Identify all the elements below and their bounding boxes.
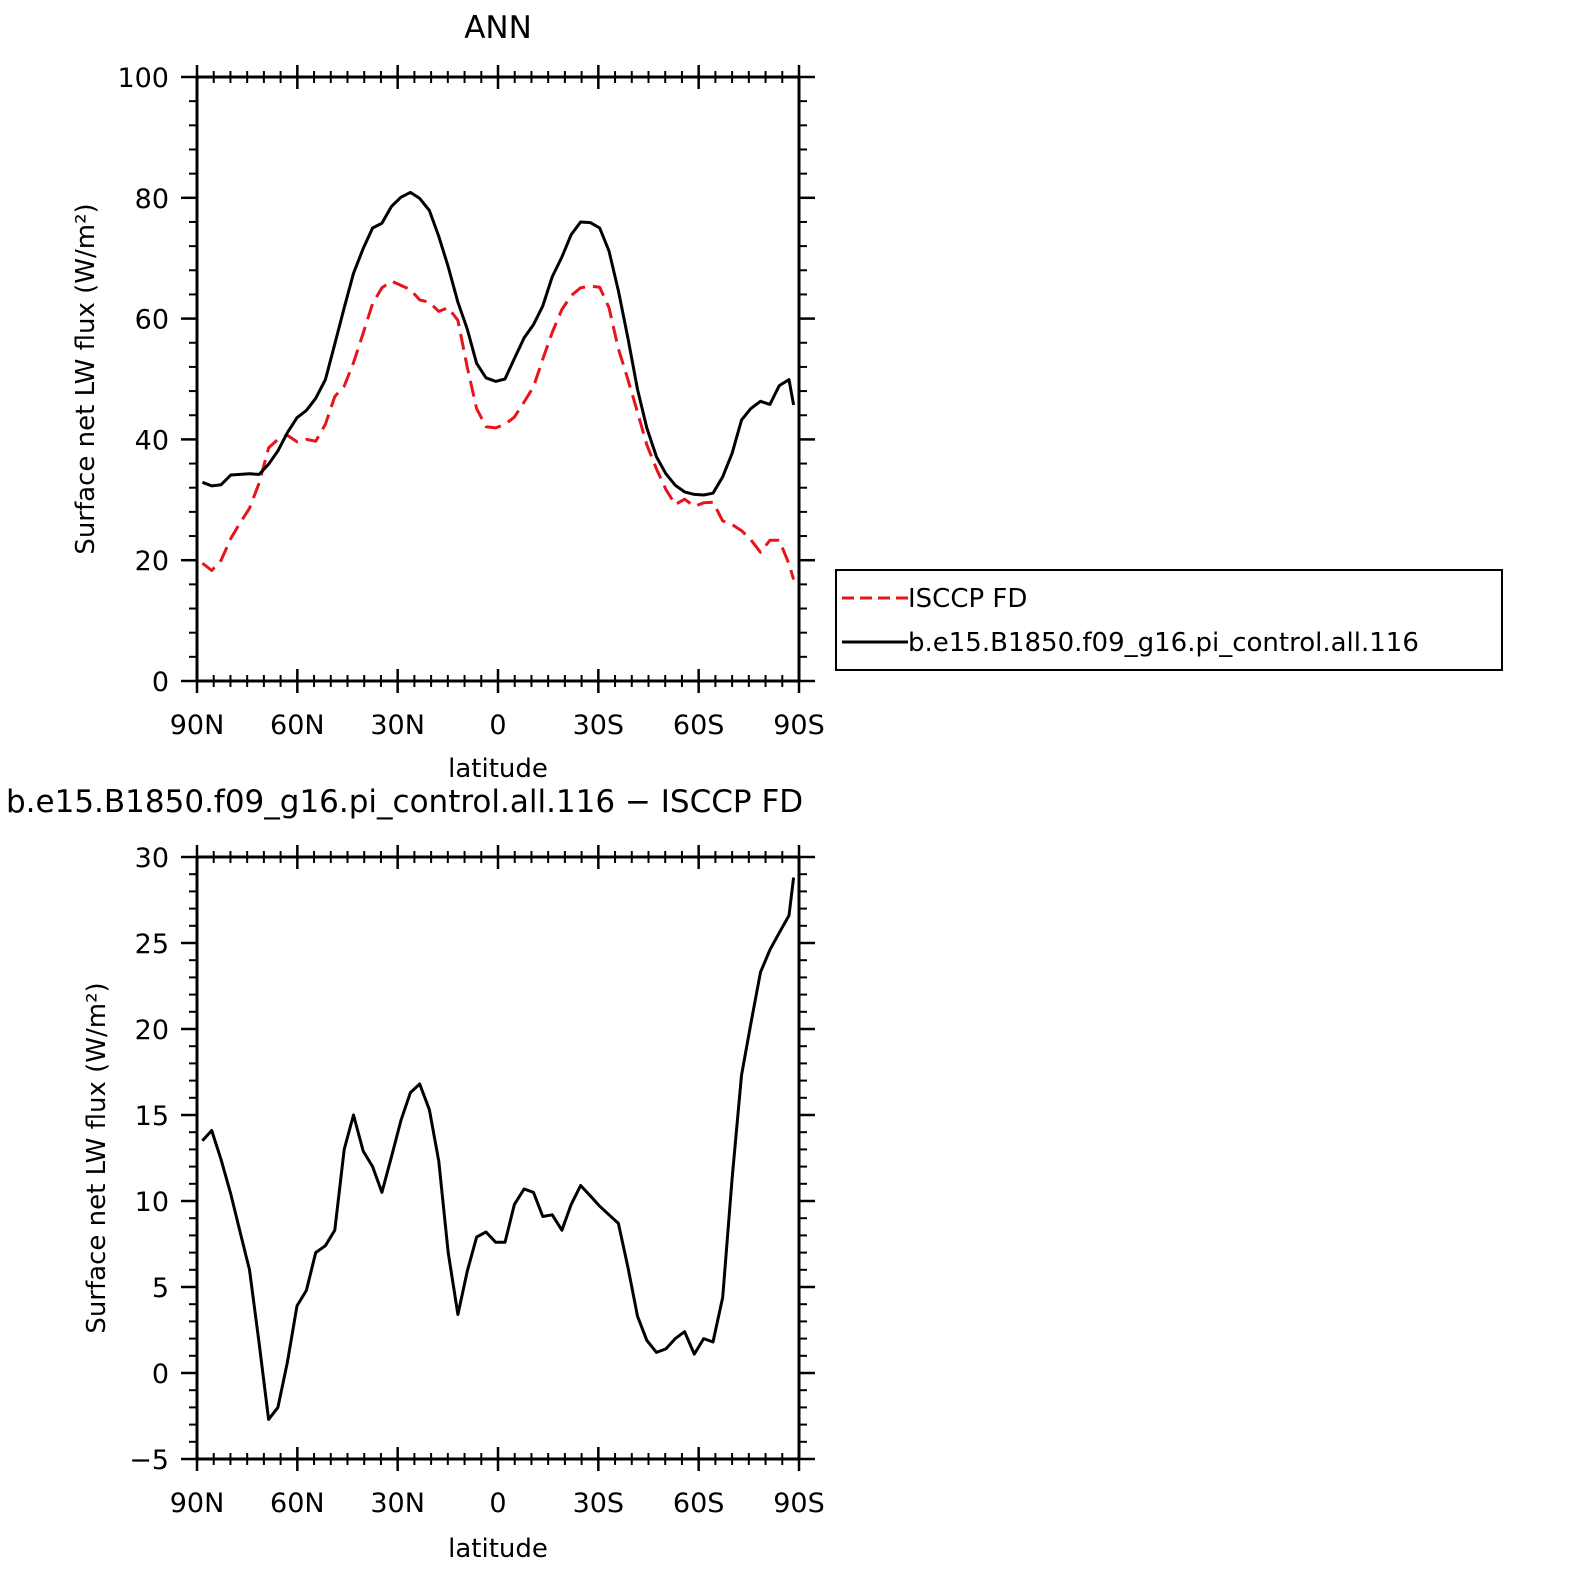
y-axis-title: Surface net LW flux (W/m²) <box>71 203 101 554</box>
y-tick-label: 0 <box>152 667 169 698</box>
x-tick-label: 90S <box>773 710 825 741</box>
panel-title: ANN <box>464 10 532 46</box>
y-tick-label: −5 <box>129 1445 169 1476</box>
y-tick-label: 80 <box>135 184 169 215</box>
x-tick-label: 0 <box>489 1488 506 1519</box>
y-axis-title: Surface net LW flux (W/m²) <box>82 982 112 1333</box>
x-tick-label: 60S <box>673 710 725 741</box>
legend-box <box>835 569 1503 671</box>
y-tick-label: 10 <box>135 1187 169 1218</box>
series-line-2 <box>201 190 796 497</box>
x-tick-label: 90N <box>170 710 225 741</box>
x-tick-label: 60N <box>270 710 325 741</box>
x-tick-label: 30N <box>370 1488 425 1519</box>
x-tick-label: 60N <box>270 1488 325 1519</box>
series-line-1 <box>201 279 796 580</box>
plot-frame <box>195 75 801 683</box>
x-tick-label: 90S <box>773 1488 825 1519</box>
legend-label-1: ISCCP FD <box>908 584 1027 614</box>
y-tick-label: 5 <box>152 1273 169 1304</box>
x-tick-label: 30S <box>573 710 625 741</box>
x-tick-label: 30S <box>573 1488 625 1519</box>
y-tick-label: 25 <box>135 929 169 960</box>
y-tick-label: 0 <box>152 1359 169 1390</box>
y-tick-label: 15 <box>135 1101 169 1132</box>
y-tick-label: 40 <box>135 425 169 456</box>
y-tick-label: 100 <box>117 63 169 94</box>
series-line-1 <box>201 877 796 1421</box>
x-tick-label: 90N <box>170 1488 225 1519</box>
x-axis-title: latitude <box>448 754 548 784</box>
x-axis-title: latitude <box>448 1534 548 1564</box>
x-tick-label: 30N <box>370 710 425 741</box>
y-tick-label: 30 <box>135 843 169 874</box>
y-tick-label: 20 <box>135 546 169 577</box>
x-tick-label: 60S <box>673 1488 725 1519</box>
y-tick-label: 20 <box>135 1015 169 1046</box>
y-tick-label: 60 <box>135 305 169 336</box>
panel-title: b.e15.B1850.f09_g16.pi_control.all.116 −… <box>6 784 803 820</box>
legend-label-2: b.e15.B1850.f09_g16.pi_control.all.116 <box>908 628 1419 658</box>
x-tick-label: 0 <box>489 710 506 741</box>
